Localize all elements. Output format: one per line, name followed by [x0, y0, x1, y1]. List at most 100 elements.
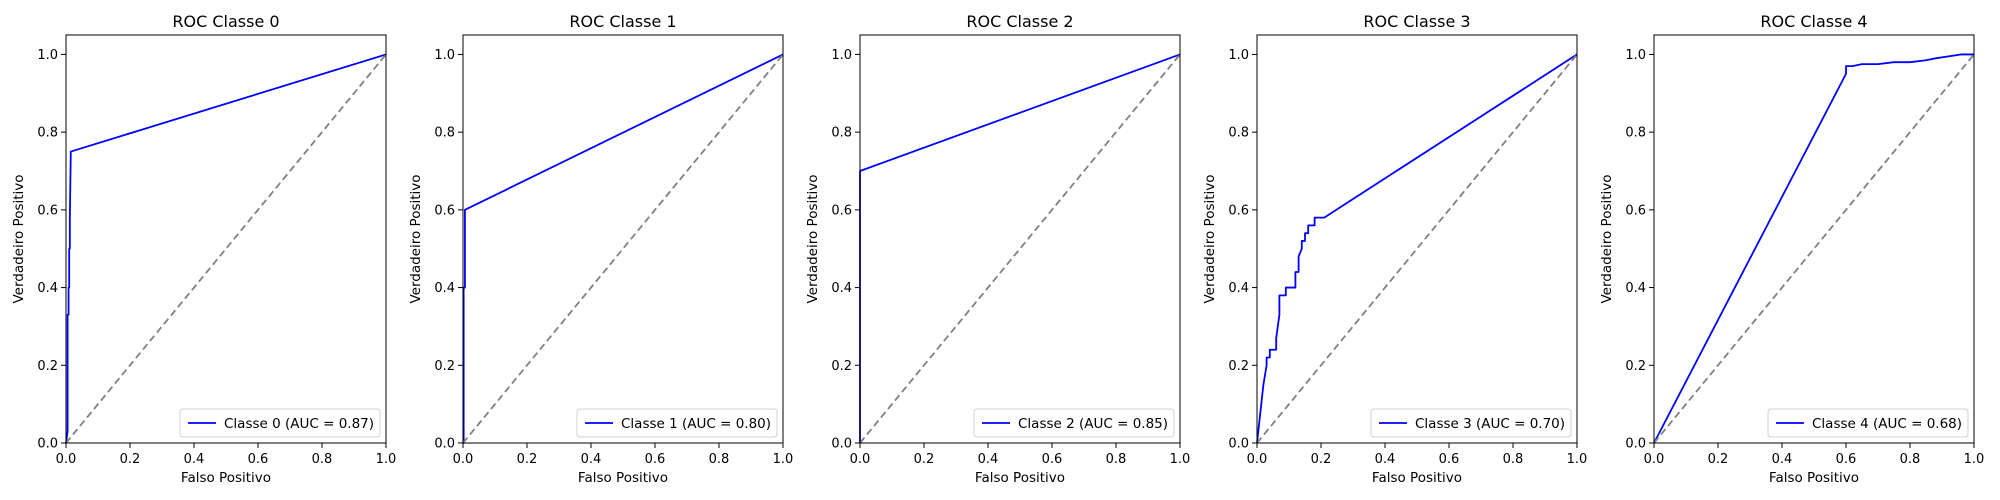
y-axis-label: Verdadeiro Positivo — [1599, 174, 1615, 303]
x-tick-label: 1.0 — [1964, 452, 1985, 467]
x-axis-label: Falso Positivo — [1769, 470, 1859, 486]
y-tick-label: 0.6 — [1625, 203, 1646, 218]
x-tick-label: 0.4 — [978, 452, 999, 467]
chart-title: ROC Classe 3 — [1363, 12, 1470, 31]
x-axis-label: Falso Positivo — [1372, 470, 1462, 486]
reference-diagonal-line — [65, 53, 387, 444]
x-tick-label: 0.2 — [120, 452, 141, 467]
y-tick-label: 0.4 — [434, 281, 455, 296]
y-axis-label: Verdadeiro Positivo — [1202, 174, 1218, 303]
chart-title: ROC Classe 0 — [172, 12, 279, 31]
y-tick-label: 0.2 — [434, 359, 455, 374]
axes-frame — [462, 34, 784, 444]
y-tick-label: 0.8 — [1625, 126, 1646, 141]
legend-entry-label: Classe 1 (AUC = 0.80) — [621, 416, 771, 432]
chart-title: ROC Classe 4 — [1760, 12, 1867, 31]
x-tick-label: 0.0 — [850, 452, 871, 467]
y-tick-label: 0.4 — [37, 281, 58, 296]
x-tick-label: 0.8 — [1900, 452, 1921, 467]
plot-area — [1654, 35, 1974, 443]
axes-frame — [1256, 34, 1578, 444]
y-tick-label: 0.6 — [37, 203, 58, 218]
legend-box — [576, 408, 778, 438]
x-tick-label: 0.2 — [1708, 452, 1729, 467]
x-tick-label: 1.0 — [376, 452, 397, 467]
x-tick-label: 0.8 — [1503, 452, 1524, 467]
axes-frame — [65, 34, 387, 444]
y-tick-label: 0.6 — [434, 203, 455, 218]
x-tick-label: 0.0 — [1644, 452, 1665, 467]
plot-area — [1257, 35, 1577, 443]
y-tick-label: 0.4 — [1625, 281, 1646, 296]
y-tick-label: 0.8 — [831, 126, 852, 141]
legend-entry-label: Classe 4 (AUC = 0.68) — [1812, 416, 1962, 432]
x-axis-label: Falso Positivo — [975, 470, 1065, 486]
roc-curve-line — [65, 53, 387, 444]
y-axis-label: Verdadeiro Positivo — [408, 174, 424, 303]
legend-entry-label: Classe 2 (AUC = 0.85) — [1018, 416, 1168, 432]
legend-entry-label: Classe 3 (AUC = 0.70) — [1415, 416, 1565, 432]
chart-title: ROC Classe 1 — [569, 12, 676, 31]
y-tick-label: 0.6 — [831, 203, 852, 218]
x-tick-label: 0.6 — [1042, 452, 1063, 467]
x-tick-label: 1.0 — [1170, 452, 1191, 467]
y-tick-label: 1.0 — [1625, 48, 1646, 63]
x-tick-label: 0.6 — [1836, 452, 1857, 467]
y-tick-label: 0.2 — [831, 359, 852, 374]
y-axis-label: Verdadeiro Positivo — [11, 174, 27, 303]
reference-diagonal-line — [462, 53, 784, 444]
x-tick-label: 0.2 — [914, 452, 935, 467]
x-tick-label: 0.8 — [312, 452, 333, 467]
y-tick-label: 0.0 — [831, 437, 852, 452]
legend-box — [1767, 408, 1969, 438]
x-tick-label: 0.4 — [1375, 452, 1396, 467]
x-axis-label: Falso Positivo — [181, 470, 271, 486]
y-tick-label: 1.0 — [1228, 48, 1249, 63]
y-tick-label: 0.6 — [1228, 203, 1249, 218]
y-tick-label: 0.2 — [1625, 359, 1646, 374]
y-tick-label: 0.4 — [831, 281, 852, 296]
y-tick-label: 0.8 — [37, 126, 58, 141]
x-tick-label: 0.2 — [1311, 452, 1332, 467]
plot-area — [66, 35, 386, 443]
chart-title: ROC Classe 2 — [966, 12, 1073, 31]
x-tick-label: 1.0 — [773, 452, 794, 467]
x-tick-label: 0.8 — [1106, 452, 1127, 467]
x-tick-label: 0.0 — [453, 452, 474, 467]
y-tick-label: 0.8 — [434, 126, 455, 141]
x-tick-label: 0.4 — [184, 452, 205, 467]
axes-frame — [1653, 34, 1975, 444]
y-tick-label: 0.2 — [1228, 359, 1249, 374]
x-tick-label: 0.8 — [709, 452, 730, 467]
x-tick-label: 0.4 — [1772, 452, 1793, 467]
legend-box — [1370, 408, 1572, 438]
y-tick-label: 0.0 — [1625, 437, 1646, 452]
x-tick-label: 0.0 — [56, 452, 77, 467]
legend-entry-label: Classe 0 (AUC = 0.87) — [224, 416, 374, 432]
y-tick-label: 0.0 — [37, 437, 58, 452]
y-tick-label: 0.4 — [1228, 281, 1249, 296]
y-tick-label: 1.0 — [831, 48, 852, 63]
roc-curve-line — [1256, 53, 1578, 444]
plot-area — [463, 35, 783, 443]
y-tick-label: 1.0 — [37, 48, 58, 63]
x-tick-label: 0.6 — [1439, 452, 1460, 467]
x-axis-label: Falso Positivo — [578, 470, 668, 486]
reference-diagonal-line — [859, 53, 1181, 444]
x-tick-label: 0.6 — [645, 452, 666, 467]
y-tick-label: 1.0 — [434, 48, 455, 63]
x-tick-label: 0.4 — [581, 452, 602, 467]
y-tick-label: 0.0 — [1228, 437, 1249, 452]
plot-area — [860, 35, 1180, 443]
legend-box — [179, 408, 381, 438]
reference-diagonal-line — [1653, 53, 1975, 444]
y-tick-label: 0.8 — [1228, 126, 1249, 141]
x-tick-label: 1.0 — [1567, 452, 1588, 467]
y-tick-label: 0.0 — [434, 437, 455, 452]
x-tick-label: 0.6 — [248, 452, 269, 467]
legend-box — [973, 408, 1175, 438]
y-axis-label: Verdadeiro Positivo — [805, 174, 821, 303]
x-tick-label: 0.0 — [1247, 452, 1268, 467]
roc-curve-line — [1653, 53, 1974, 444]
